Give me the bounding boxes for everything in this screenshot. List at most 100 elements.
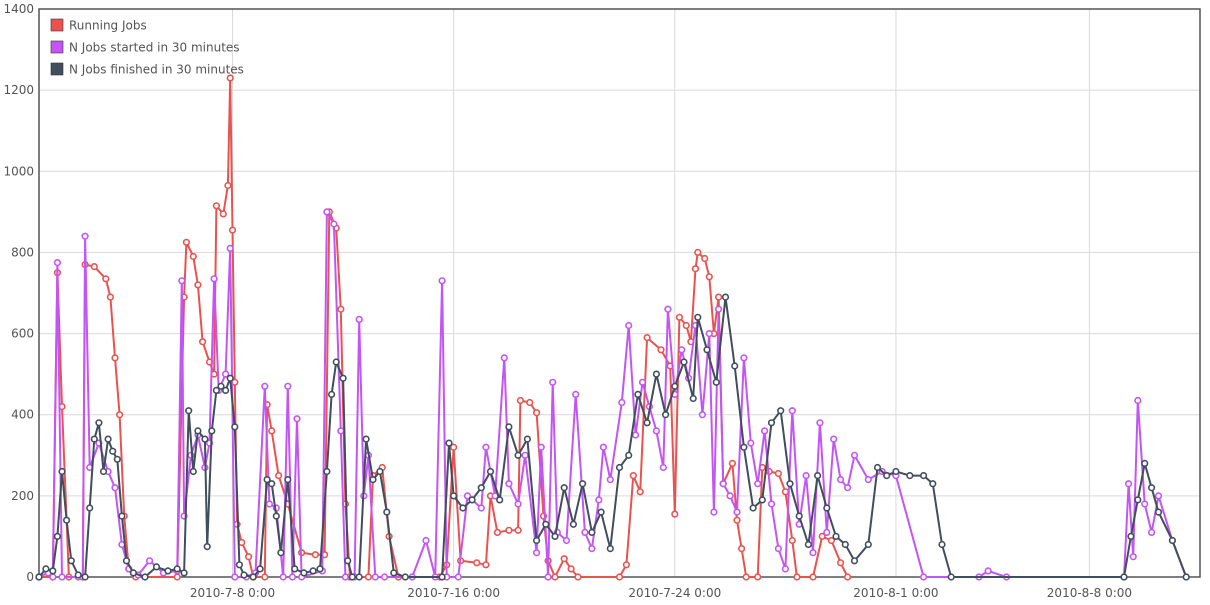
data-point[interactable] [265, 500, 274, 508]
data-point[interactable] [90, 263, 98, 271]
data-point[interactable] [122, 557, 131, 565]
data-point[interactable] [728, 459, 737, 468]
data-point[interactable] [731, 362, 739, 370]
data-point[interactable] [622, 561, 631, 569]
data-point[interactable] [152, 563, 161, 571]
data-point[interactable] [680, 358, 688, 366]
data-point[interactable] [189, 252, 197, 261]
data-point[interactable] [49, 567, 57, 575]
data-point[interactable] [463, 492, 472, 500]
data-point[interactable] [737, 544, 746, 553]
data-point[interactable] [341, 573, 350, 581]
data-point[interactable] [1124, 480, 1133, 488]
data-point[interactable] [422, 536, 430, 545]
data-point[interactable] [111, 484, 119, 492]
data-point[interactable] [226, 74, 234, 82]
data-point[interactable] [468, 496, 476, 504]
data-point[interactable] [376, 467, 384, 476]
data-point[interactable] [1134, 496, 1142, 504]
data-point[interactable] [615, 463, 624, 472]
data-point[interactable] [560, 484, 568, 492]
data-point[interactable] [802, 472, 810, 480]
data-point[interactable] [703, 346, 711, 354]
data-point[interactable] [740, 443, 748, 451]
data-point[interactable] [698, 411, 707, 419]
data-point[interactable] [194, 281, 202, 289]
data-point[interactable] [438, 277, 446, 285]
data-point[interactable] [222, 386, 230, 395]
data-point[interactable] [747, 439, 755, 447]
data-point[interactable] [919, 472, 928, 480]
legend-item[interactable]: N Jobs finished in 30 minutes [50, 63, 244, 77]
data-point[interactable] [344, 557, 352, 565]
data-point[interactable] [42, 565, 50, 573]
data-point[interactable] [841, 540, 849, 549]
data-point[interactable] [675, 313, 684, 321]
data-point[interactable] [689, 394, 697, 403]
data-point[interactable] [102, 275, 110, 283]
data-point[interactable] [830, 435, 838, 443]
data-point[interactable] [638, 378, 647, 386]
data-point[interactable] [86, 504, 94, 512]
data-point[interactable] [99, 467, 108, 476]
data-point[interactable] [496, 496, 504, 504]
data-point[interactable] [836, 476, 845, 484]
data-point[interactable] [53, 259, 62, 267]
data-point[interactable] [1168, 536, 1176, 545]
data-point[interactable] [74, 571, 82, 579]
data-point[interactable] [311, 551, 320, 559]
data-point[interactable] [486, 467, 495, 476]
data-point[interactable] [606, 476, 614, 484]
data-point[interactable] [58, 573, 66, 581]
data-point[interactable] [477, 504, 485, 512]
data-point[interactable] [493, 528, 502, 537]
data-point[interactable] [309, 567, 317, 575]
data-point[interactable] [774, 544, 783, 553]
data-point[interactable] [245, 553, 253, 561]
data-point[interactable] [671, 510, 679, 518]
data-point[interactable] [173, 573, 181, 581]
data-point[interactable] [850, 557, 859, 565]
data-point[interactable] [754, 480, 762, 488]
data-point[interactable] [760, 427, 769, 435]
data-point[interactable] [514, 526, 522, 534]
data-point[interactable] [226, 374, 234, 382]
data-point[interactable] [106, 293, 114, 301]
data-point[interactable] [182, 238, 190, 246]
data-point[interactable] [850, 451, 859, 459]
data-point[interactable] [719, 480, 727, 488]
data-point[interactable] [864, 540, 872, 549]
data-point[interactable] [473, 559, 481, 567]
data-point[interactable] [1141, 459, 1149, 468]
data-point[interactable] [293, 415, 301, 423]
data-point[interactable] [141, 573, 149, 581]
data-point[interactable] [643, 419, 651, 427]
data-point[interactable] [328, 390, 336, 399]
data-point[interactable] [201, 435, 209, 443]
data-point[interactable] [268, 427, 276, 435]
data-point[interactable] [1134, 396, 1142, 405]
data-point[interactable] [348, 573, 356, 581]
data-point[interactable] [892, 467, 900, 476]
data-point[interactable] [401, 573, 409, 581]
data-point[interactable] [219, 210, 227, 218]
data-point[interactable] [549, 378, 557, 386]
data-point[interactable] [526, 398, 534, 407]
data-point[interactable] [1120, 573, 1128, 581]
data-point[interactable] [277, 549, 285, 557]
data-point[interactable] [636, 488, 644, 496]
data-point[interactable] [203, 542, 211, 551]
data-point[interactable] [906, 472, 914, 480]
data-point[interactable] [523, 435, 532, 443]
data-point[interactable] [316, 565, 324, 573]
data-point[interactable] [95, 419, 103, 427]
data-point[interactable] [767, 419, 776, 427]
legend-item[interactable]: N Jobs started in 30 minutes [50, 41, 240, 55]
data-point[interactable] [450, 443, 458, 451]
data-point[interactable] [228, 226, 237, 234]
data-point[interactable] [217, 382, 225, 390]
data-point[interactable] [574, 573, 582, 581]
data-point[interactable] [1182, 573, 1190, 581]
data-point[interactable] [567, 565, 575, 573]
data-point[interactable] [1129, 553, 1137, 561]
